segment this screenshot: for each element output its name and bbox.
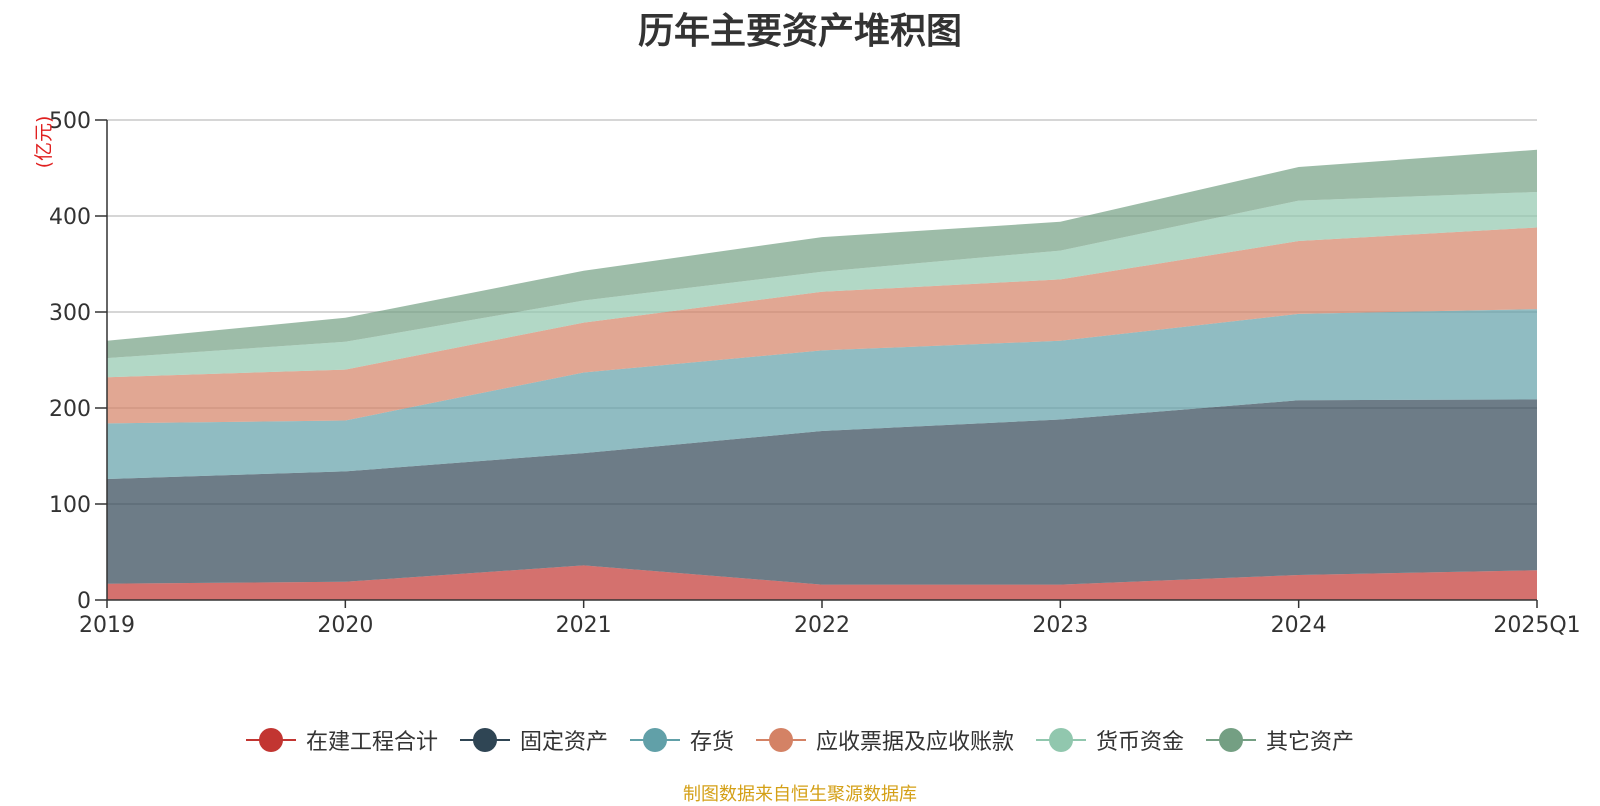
legend-item[interactable]: 存货 <box>629 724 734 756</box>
chart-legend: 在建工程合计 固定资产 存货 应收票据及应收账款 货币资金 其它资产 <box>0 720 1600 760</box>
x-tick-label: 2025Q1 <box>1493 613 1580 638</box>
x-tick-label: 2019 <box>79 613 135 638</box>
legend-marker-icon <box>459 727 510 753</box>
area-series <box>107 565 1537 600</box>
x-tick-label: 2023 <box>1032 613 1088 638</box>
area-series <box>107 149 1537 359</box>
legend-marker-icon <box>629 727 680 753</box>
legend-item[interactable]: 固定资产 <box>459 724 608 756</box>
area-series <box>107 227 1537 424</box>
x-tick-label: 2020 <box>317 613 373 638</box>
y-unit-label: (亿元) <box>33 116 55 169</box>
legend-marker-icon <box>245 727 296 753</box>
area-series <box>107 192 1537 378</box>
y-tick-label: 500 <box>49 109 91 134</box>
chart-plot: 0 100 200 300 400 500 2019 2020 2021 2022 2023 2024… <box>33 109 1581 638</box>
x-tick-label: 2021 <box>556 613 612 638</box>
legend-marker-icon <box>1036 727 1087 753</box>
y-tick-label: 100 <box>49 493 91 518</box>
legend-item[interactable]: 货币资金 <box>1036 724 1184 756</box>
y-tick-label: 300 <box>49 301 91 326</box>
y-tick-label: 400 <box>49 205 91 230</box>
legend-label: 在建工程合计 <box>305 730 438 755</box>
legend-marker-icon <box>1206 727 1257 753</box>
legend-item[interactable]: 应收票据及应收账款 <box>756 724 1014 756</box>
legend-marker-icon <box>756 727 806 753</box>
legend-item[interactable]: 在建工程合计 <box>245 724 438 756</box>
legend-label: 其它资产 <box>1266 730 1355 755</box>
x-tick-label: 2024 <box>1271 613 1327 638</box>
area-series <box>107 309 1537 479</box>
source-note: 制图数据来自恒生聚源数据库 <box>683 784 917 805</box>
legend-label: 存货 <box>689 730 734 755</box>
legend-label: 货币资金 <box>1096 730 1185 755</box>
y-tick-label: 0 <box>77 589 91 614</box>
x-tick-label: 2022 <box>794 613 850 638</box>
legend-label: 固定资产 <box>519 730 608 755</box>
legend-label: 应收票据及应收账款 <box>816 730 1015 755</box>
area-series <box>107 399 1537 585</box>
legend-item[interactable]: 其它资产 <box>1206 724 1354 756</box>
y-tick-label: 200 <box>49 397 91 422</box>
chart-title: 历年主要资产堆积图 <box>637 11 962 52</box>
